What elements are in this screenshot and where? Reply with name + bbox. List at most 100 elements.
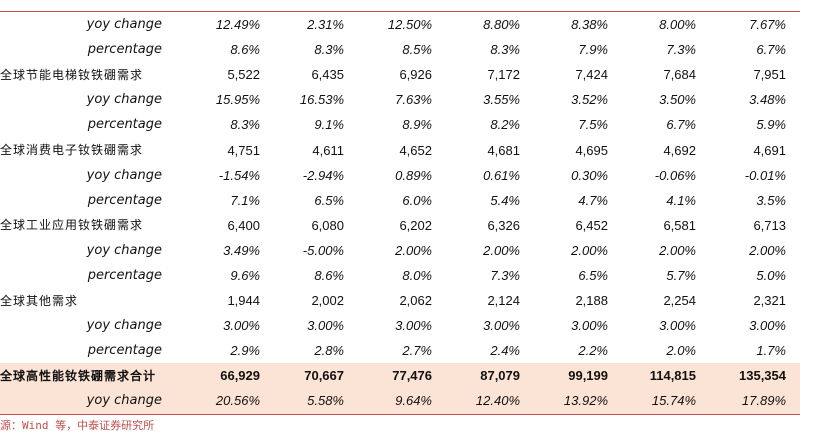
table-row: yoy change 3.49% -5.00% 2.00% 2.00% 2.00% 2.00… [0, 238, 800, 263]
table-cell: 3.49% [223, 242, 260, 258]
table-cell: 6.7% [756, 42, 786, 58]
table-cell: 2.00% [483, 242, 520, 258]
table-row: yoy change -1.54% -2.94% 0.89% 0.61% 0.30% -0.… [0, 163, 800, 188]
table-cell: 2.7% [402, 343, 432, 359]
table-cell: -0.06% [654, 167, 696, 183]
table-cell: 12.40% [446, 388, 534, 414]
table-cell: 7,424 [575, 67, 608, 83]
table-cell: 8.6% [314, 267, 344, 283]
row-label: yoy change [86, 242, 162, 258]
table-cell: 8.00% [659, 17, 696, 33]
table-cell: 4,692 [663, 142, 696, 158]
table-cell: 3.5% [756, 192, 786, 208]
table-row: yoy change 12.49% 2.31% 12.50% 8.80% 8.38% 8.0… [0, 12, 800, 37]
row-label: percentage [87, 117, 162, 133]
table-row: 全球工业应用钕铁硼需求 6,400 6,080 6,202 6,326 6,452 6,58… [0, 213, 800, 238]
table-cell: 17.89% [710, 388, 800, 414]
bottom-rule [0, 414, 800, 415]
table-row: 全球节能电梯钕铁硼需求 5,522 6,435 6,926 7,172 7,424 7,68… [0, 62, 800, 87]
table-cell: 6,926 [399, 67, 432, 83]
row-label: yoy change [86, 92, 162, 108]
row-label: yoy change [86, 17, 162, 33]
table-cell: 9.64% [358, 388, 446, 414]
table-cell: 4.1% [666, 192, 696, 208]
table-cell: 99,199 [534, 363, 622, 389]
table-cell: 2,188 [575, 293, 608, 309]
row-label: 全球高性能钕铁硼需求合计 [0, 363, 190, 389]
table-cell: 2.00% [571, 242, 608, 258]
demand-table: yoy change 12.49% 2.31% 12.50% 8.80% 8.38% 8.0… [0, 12, 800, 414]
table-cell: 5.4% [490, 192, 520, 208]
row-label: 全球工业应用钕铁硼需求 [0, 218, 144, 233]
table-cell: -1.54% [218, 167, 260, 183]
table-cell: 4,652 [399, 142, 432, 158]
table-cell: 0.30% [571, 167, 608, 183]
table-cell: 5.9% [756, 117, 786, 133]
table-cell: 8.9% [402, 117, 432, 133]
table-cell: 3.00% [571, 318, 608, 334]
row-label: percentage [87, 42, 162, 58]
table-cell: 6,435 [311, 67, 344, 83]
row-label: percentage [87, 267, 162, 283]
table-cell: 4,695 [575, 142, 608, 158]
row-label: percentage [87, 192, 162, 208]
table-cell: 6.7% [666, 117, 696, 133]
table-cell: 9.1% [314, 117, 344, 133]
table-cell: 6,202 [399, 217, 432, 233]
table-cell: 7.3% [666, 42, 696, 58]
table-cell: 1,944 [227, 293, 260, 309]
table-cell: 15.74% [622, 388, 710, 414]
table-cell: 3.52% [571, 92, 608, 108]
table-cell: 8.5% [402, 42, 432, 58]
table-row: 全球消费电子钕铁硼需求 4,751 4,611 4,652 4,681 4,695 4,69… [0, 137, 800, 162]
table-cell: 2.00% [749, 242, 786, 258]
table-cell: 9.6% [230, 267, 260, 283]
table-cell: 2.4% [490, 343, 520, 359]
table-cell: 4,611 [312, 142, 344, 158]
table-cell: 7,951 [753, 67, 786, 83]
table-cell: 5.7% [666, 267, 696, 283]
table-cell: 3.00% [307, 318, 344, 334]
row-label: yoy change [0, 388, 190, 414]
table-cell: 13.92% [534, 388, 622, 414]
table-row: percentage 2.9% 2.8% 2.7% 2.4% 2.2% 2.0% 1.7% [0, 338, 800, 363]
table-cell: 5.58% [274, 388, 358, 414]
row-label: 全球节能电梯钕铁硼需求 [0, 67, 144, 82]
table-cell: 6.0% [402, 192, 432, 208]
table-cell: 66,929 [190, 363, 274, 389]
table-cell: 8.3% [314, 42, 344, 58]
table-cell: 0.61% [483, 167, 520, 183]
table-cell: 7.1% [230, 192, 260, 208]
table-cell: 0.89% [395, 167, 432, 183]
table-cell: 1.7% [756, 343, 786, 359]
table-row: 全球其他需求 1,944 2,002 2,062 2,124 2,188 2,254 2,32… [0, 288, 800, 313]
table-cell: 2,002 [311, 293, 344, 309]
table-cell: 5,522 [227, 67, 260, 83]
table-cell: 2.00% [395, 242, 432, 258]
table-cell: 3.00% [223, 318, 260, 334]
table-cell: 3.00% [749, 318, 786, 334]
table-row: percentage 7.1% 6.5% 6.0% 5.4% 4.7% 4.1% 3.5% [0, 188, 800, 213]
table-cell: 7.5% [578, 117, 608, 133]
table-cell: 3.50% [659, 92, 696, 108]
table-cell: 8.3% [230, 117, 260, 133]
table-cell: 7.67% [749, 17, 786, 33]
source-note: 源：Wind 等，中泰证券研究所 [0, 419, 155, 432]
table-cell: 2.0% [666, 343, 696, 359]
table-cell: 6.5% [314, 192, 344, 208]
table-row: yoy change 20.56% 5.58% 9.64% 12.40% 13.92% 15… [0, 388, 800, 414]
table-cell: 8.38% [571, 17, 608, 33]
table-cell: 7.63% [395, 92, 432, 108]
table-cell: 5.0% [756, 267, 786, 283]
table-row: yoy change 15.95% 16.53% 7.63% 3.55% 3.52% 3.5… [0, 87, 800, 112]
table-cell: 16.53% [299, 92, 344, 108]
table-cell: 87,079 [446, 363, 534, 389]
table-cell: 2,321 [753, 293, 786, 309]
table-cell: -2.94% [302, 167, 344, 183]
table-cell: 7,684 [663, 67, 696, 83]
table-cell: 4,691 [753, 142, 786, 158]
row-label: 全球其他需求 [0, 293, 79, 308]
table-cell: -5.00% [302, 242, 344, 258]
table-cell: 3.48% [749, 92, 786, 108]
table-cell: 8.3% [490, 42, 520, 58]
